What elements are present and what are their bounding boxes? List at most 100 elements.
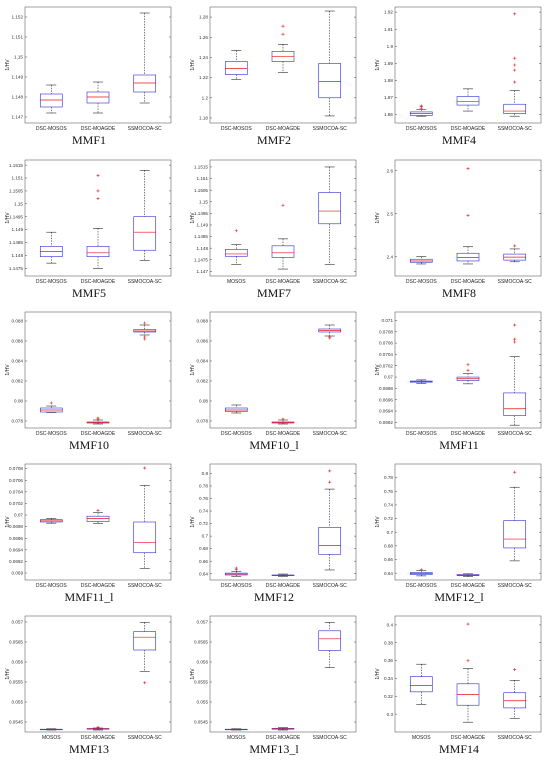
outlier-point bbox=[513, 470, 517, 474]
y-tick-label: 0.0692 bbox=[9, 559, 23, 564]
category-label: DSC-MOSOS bbox=[406, 431, 438, 435]
iqr-box bbox=[224, 249, 248, 257]
box-2 bbox=[86, 81, 110, 114]
y-tick-label: 1.89 bbox=[384, 61, 393, 66]
y-tick-label: 1.86 bbox=[384, 112, 393, 117]
box-1 bbox=[224, 50, 248, 80]
outlier-point bbox=[49, 401, 53, 405]
y-tick-label: 0.7 bbox=[202, 534, 209, 539]
category-label: DSC-MOAGDE bbox=[81, 735, 116, 739]
category-label: SSMOCOA-SC bbox=[128, 279, 163, 283]
y-tick-label: 2.5 bbox=[387, 211, 394, 216]
y-tick-label: 0.086 bbox=[197, 339, 209, 344]
y-tick-label: 0.088 bbox=[12, 319, 24, 324]
chart-panel-7: 0.078 0.08 0.082 0.084 0.086 0.088 1/HV DSC-MOS… bbox=[3, 307, 175, 455]
outlier-point bbox=[419, 104, 423, 108]
chart-panel-13: 0.0545 0.055 0.0555 0.056 0.0565 0.057 1/HV MOS… bbox=[3, 611, 175, 759]
boxplot-svg: 0.078 0.08 0.082 0.084 0.086 0.088 1/HV DSC-MOS… bbox=[5, 311, 172, 435]
y-tick-label: 0.088 bbox=[197, 319, 209, 324]
y-tick-label: 1.151 bbox=[12, 176, 24, 181]
outlier-point bbox=[466, 363, 470, 367]
iqr-box bbox=[318, 630, 342, 651]
y-tick-label: 1.1495 bbox=[194, 211, 208, 216]
chart-caption: MMF12_l bbox=[434, 590, 484, 604]
outlier-point bbox=[96, 173, 100, 177]
y-tick-label: 0.08 bbox=[199, 399, 208, 404]
y-tick-label: 0.32 bbox=[384, 694, 393, 699]
y-tick-label: 0.082 bbox=[197, 379, 209, 384]
y-tick-label: 0.0694 bbox=[9, 547, 23, 552]
outlier-point bbox=[513, 68, 517, 72]
y-tick-label: 0.078 bbox=[12, 419, 24, 424]
y-tick-label: 1.148 bbox=[12, 95, 24, 100]
outlier-point bbox=[513, 323, 517, 327]
y-tick-label: 1.148 bbox=[197, 246, 209, 251]
outlier-point bbox=[419, 568, 423, 572]
boxplot-svg: 1.1475 1.148 1.1485 1.149 1.1495 1.15 1.1505 1.… bbox=[5, 159, 172, 283]
box-3 bbox=[318, 469, 342, 571]
axes-frame bbox=[209, 311, 357, 429]
outlier-point bbox=[466, 213, 470, 217]
boxplot-svg: 0.078 0.08 0.082 0.084 0.086 0.088 1/HV DSC-MOS… bbox=[190, 311, 357, 435]
y-axis-label: 1/HV bbox=[375, 668, 381, 680]
axes-frame bbox=[24, 159, 172, 277]
outlier-point bbox=[513, 63, 517, 67]
chart-panel-12: 0.64 0.66 0.68 0.7 0.72 0.74 0.76 0.78 1/HV DSC-M… bbox=[373, 459, 545, 607]
outlier-point bbox=[281, 24, 285, 28]
box-1 bbox=[39, 401, 63, 413]
chart-caption: MMF12 bbox=[253, 590, 294, 604]
boxplot-svg: 0.3 0.32 0.34 0.36 0.38 0.4 1/HV MOSOS DSC-MOAGD… bbox=[375, 615, 542, 739]
y-axis-label: 1/HV bbox=[375, 59, 381, 71]
y-tick-label: 0.3 bbox=[387, 712, 394, 717]
y-tick-label: 0.38 bbox=[384, 640, 393, 645]
y-tick-label: 0.64 bbox=[199, 571, 208, 576]
y-tick-label: 1.1505 bbox=[194, 188, 208, 193]
box-2 bbox=[456, 622, 480, 723]
axes-frame bbox=[24, 6, 172, 124]
box-2 bbox=[86, 173, 110, 269]
chart-panel-5: 1.147 1.1475 1.148 1.1485 1.149 1.1495 1.15 1.1… bbox=[188, 155, 360, 303]
axes-frame bbox=[209, 159, 357, 277]
box-1 bbox=[409, 256, 433, 265]
y-tick-label: 0.056 bbox=[12, 660, 24, 665]
boxplot-svg: 0.069 0.0692 0.0694 0.0696 0.0698 0.07 0.0702 0… bbox=[5, 463, 172, 587]
box-3 bbox=[318, 10, 342, 117]
boxplot-svg: 0.64 0.66 0.68 0.7 0.72 0.74 0.76 0.78 0.8 1/HV DS… bbox=[190, 463, 357, 587]
boxplot-svg: 2.4 2.5 2.6 1/HV DSC-MOSOS DSC-MOAGDE SSMOCOA-… bbox=[375, 159, 542, 283]
box-3 bbox=[133, 170, 157, 261]
y-tick-label: 1.1475 bbox=[9, 266, 23, 271]
box-3 bbox=[503, 244, 527, 263]
chart-panel-3: 1.86 1.87 1.88 1.89 1.9 1.91 1.92 1/HV DSC-MOSOS… bbox=[373, 2, 545, 150]
box-1 bbox=[409, 568, 433, 577]
iqr-box bbox=[271, 245, 295, 258]
y-tick-label: 0.0694 bbox=[379, 409, 393, 414]
box-1 bbox=[224, 728, 248, 731]
y-axis-label: 1/HV bbox=[5, 668, 11, 680]
category-label: DSC-MOAGDE bbox=[451, 583, 486, 587]
y-tick-label: 2.4 bbox=[387, 254, 394, 259]
category-label: MOSOS bbox=[412, 735, 431, 739]
category-label: MOSOS bbox=[42, 735, 61, 739]
y-tick-label: 1.1485 bbox=[194, 234, 208, 239]
chart-caption: MMF11_l bbox=[64, 590, 114, 604]
y-tick-label: 0.0565 bbox=[194, 640, 208, 645]
box-2 bbox=[456, 573, 480, 577]
outlier-point bbox=[96, 189, 100, 193]
box-1 bbox=[409, 663, 433, 705]
category-label: DSC-MOSOS bbox=[36, 126, 68, 130]
box-3 bbox=[133, 12, 157, 104]
chart-caption: MMF2 bbox=[256, 133, 291, 147]
y-tick-label: 1.18 bbox=[199, 116, 208, 121]
y-tick-label: 1.1485 bbox=[9, 240, 23, 245]
outlier-point bbox=[143, 321, 147, 325]
iqr-box bbox=[456, 252, 480, 262]
y-tick-label: 0.0702 bbox=[9, 501, 23, 506]
box-3 bbox=[133, 321, 157, 341]
category-label: MOSOS bbox=[227, 735, 246, 739]
y-tick-label: 1.15 bbox=[14, 55, 23, 60]
y-tick-label: 0.07 bbox=[14, 513, 23, 518]
iqr-box bbox=[86, 91, 110, 104]
y-tick-label: 0.78 bbox=[384, 475, 393, 480]
box-1 bbox=[39, 231, 63, 264]
y-tick-label: 0.071 bbox=[382, 318, 394, 323]
